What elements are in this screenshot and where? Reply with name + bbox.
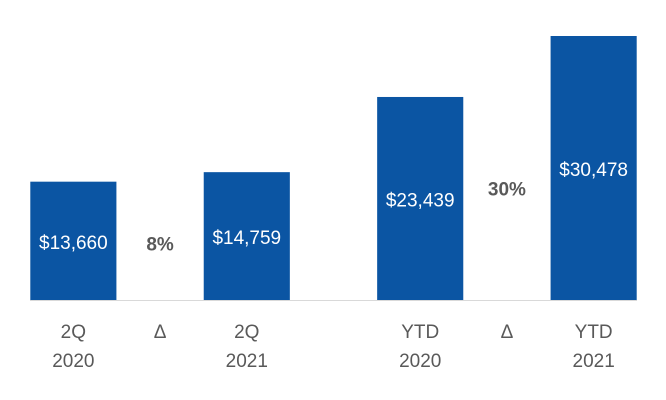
bar [550, 36, 637, 300]
x-tick-label: Δ [153, 322, 167, 343]
bar [203, 172, 290, 300]
change-label: 8% [146, 234, 174, 255]
x-tick-label: YTD 2020 [399, 322, 442, 372]
value-label: $30,478 [559, 160, 628, 181]
value-label: $14,759 [212, 228, 281, 249]
bar [30, 181, 117, 300]
x-tick-label: 2Q 2020 [52, 322, 95, 372]
x-tick-label: Δ [500, 322, 514, 343]
x-tick-label: 2Q 2021 [225, 322, 268, 372]
x-tick-label: YTD 2021 [572, 322, 615, 372]
value-label: $23,439 [386, 191, 455, 212]
change-label: 30% [488, 179, 526, 200]
value-label: $13,660 [39, 233, 108, 254]
bar [377, 96, 464, 301]
